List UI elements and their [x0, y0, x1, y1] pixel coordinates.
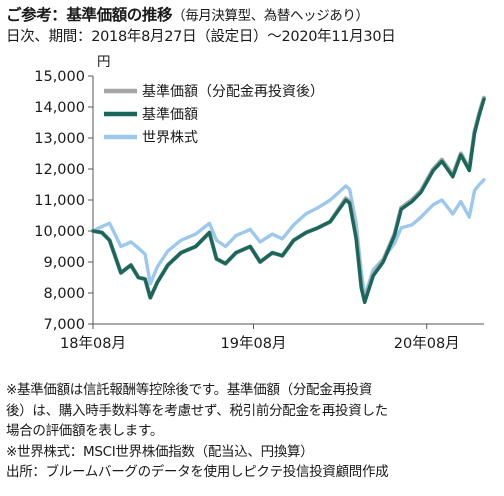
x-tick-label: 18年08月 — [60, 335, 126, 352]
y-tick-label: 13,000 — [34, 131, 85, 147]
series-line-nav — [91, 97, 486, 304]
y-tick-label: 7,000 — [43, 317, 85, 333]
footnote-line: ※世界株式：MSCI世界株価指数（配当込、円換算） — [6, 443, 314, 460]
x-tick-label: 20年08月 — [394, 335, 460, 352]
y-tick-label: 9,000 — [43, 255, 85, 271]
line-chart: 7,000 8,000 9,000 10,000 11,000 12,000 13,000 1… — [34, 69, 487, 352]
series-lines — [90, 95, 487, 304]
y-tick-label: 8,000 — [43, 286, 85, 302]
legend-label-reinvested: 基準価額（分配金再投資後） — [142, 83, 324, 100]
x-tick-label: 19年08月 — [221, 335, 287, 352]
y-tick-label: 10,000 — [34, 224, 85, 240]
y-tick-label: 14,000 — [34, 100, 85, 116]
title-sub: （毎月決算型、為替ヘッジあり） — [172, 8, 369, 24]
legend-label-world: 世界株式 — [142, 130, 198, 146]
footnote-line: ※基準価額は信託報酬等控除後です。基準価額（分配金再投資 — [6, 382, 373, 398]
title-main: ご参考：基準価額の推移 — [6, 6, 173, 24]
y-tick-label: 11,000 — [34, 193, 85, 209]
footnote-line: 後）は、購入時手数料等を考慮せず、税引前分配金を再投資した — [6, 402, 388, 419]
legend-label-nav: 基準価額 — [142, 106, 198, 123]
y-tick-label: 12,000 — [34, 162, 85, 178]
page-title: ご参考：基準価額の推移（毎月決算型、為替ヘッジあり） — [6, 3, 369, 25]
y-tick-label: 15,000 — [34, 69, 85, 85]
x-axis: 18年08月 19年08月 20年08月 — [60, 323, 484, 352]
series-line-reinvested — [90, 95, 487, 303]
unit-label: 円 — [97, 54, 111, 70]
footnote-line: 出所：ブルームバーグのデータを使用しピクテ投信投資顧問作成 — [6, 464, 389, 480]
footnote-line: 場合の評価額を表します。 — [6, 423, 164, 439]
series-line-world — [91, 178, 486, 298]
y-axis: 7,000 8,000 9,000 10,000 11,000 12,000 13,000 1… — [34, 69, 94, 333]
footnotes: ※基準価額は信託報酬等控除後です。基準価額（分配金再投資 後）は、購入時手数料等… — [6, 380, 500, 483]
period-text: 日次、期間：2018年8月27日（設定日）～2020年11月30日 — [6, 29, 396, 45]
